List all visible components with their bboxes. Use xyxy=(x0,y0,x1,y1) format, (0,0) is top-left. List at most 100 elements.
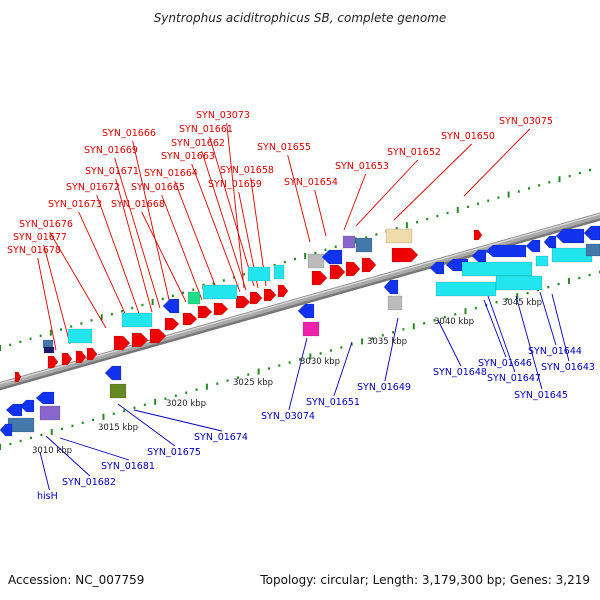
scale-tick-label: 3010 kbp xyxy=(32,446,72,456)
red-leader-line xyxy=(287,154,311,243)
red-leader-line xyxy=(201,150,247,291)
lower-feature-box xyxy=(39,405,61,421)
upper-feature-box xyxy=(247,266,271,282)
upper-feature-box xyxy=(43,346,55,354)
reverse-cds-arrow xyxy=(485,244,527,258)
red-gene-label: SYN_01655 xyxy=(257,142,311,153)
red-leader-line xyxy=(114,157,161,309)
blue-gene-label: SYN_03074 xyxy=(261,411,315,422)
forward-cds-arrow xyxy=(249,291,263,305)
red-gene-label: SYN_01671 xyxy=(85,166,139,177)
red-gene-label: SYN_01676 xyxy=(19,219,73,230)
forward-cds-arrow xyxy=(345,261,361,277)
upper-feature-box xyxy=(307,253,325,269)
forward-cds-arrow xyxy=(14,371,22,383)
upper-feature-box xyxy=(67,328,93,344)
upper-feature-box xyxy=(385,228,413,244)
red-gene-label: SYN_01650 xyxy=(441,131,495,142)
blue-leader-line xyxy=(133,409,223,432)
accession-text: Accession: NC_007759 xyxy=(8,573,145,587)
forward-cds-arrow xyxy=(197,305,213,319)
red-gene-label: SYN_01663 xyxy=(161,151,215,162)
blue-gene-label: SYN_01646 xyxy=(478,358,532,369)
upper-feature-box xyxy=(355,237,373,253)
forward-cds-arrow xyxy=(263,288,277,302)
forward-cds-arrow xyxy=(361,257,377,273)
lower-feature-box xyxy=(109,383,127,399)
red-leader-line xyxy=(355,159,419,227)
lower-feature-box xyxy=(535,255,549,267)
forward-cds-arrow xyxy=(277,284,289,298)
forward-cds-arrow xyxy=(164,317,180,331)
red-gene-label: SYN_01666 xyxy=(102,128,156,139)
forward-cds-arrow xyxy=(391,247,419,263)
red-gene-label: SYN_03073 xyxy=(196,110,250,121)
forward-cds-arrow xyxy=(311,270,328,286)
red-gene-label: SYN_01678 xyxy=(7,245,61,256)
blue-leader-line xyxy=(333,341,353,397)
scale-tick-label: 3040 kbp xyxy=(434,317,474,327)
reverse-cds-arrow xyxy=(583,225,600,241)
forward-cds-arrow xyxy=(149,328,167,344)
red-gene-label: SYN_01662 xyxy=(171,138,225,149)
blue-leader-line xyxy=(384,317,399,382)
blue-leader-line xyxy=(483,299,507,358)
upper-feature-box xyxy=(121,312,153,328)
upper-feature-box xyxy=(342,235,356,249)
forward-cds-arrow xyxy=(131,332,149,348)
lower-feature-box xyxy=(302,321,320,337)
red-gene-label: SYN_01659 xyxy=(208,179,262,190)
blue-leader-line xyxy=(59,437,130,461)
blue-leader-line xyxy=(487,295,516,373)
forward-cds-arrow xyxy=(473,229,483,241)
red-gene-label: SYN_01669 xyxy=(84,145,138,156)
blue-gene-label: SYN_01643 xyxy=(541,362,595,373)
lower-feature-box xyxy=(461,261,533,277)
red-leader-line xyxy=(43,244,71,345)
red-gene-label: SYN_01673 xyxy=(48,199,102,210)
forward-cds-arrow xyxy=(182,312,198,326)
blue-leader-line xyxy=(288,337,308,411)
scale-tick-label: 3030 kbp xyxy=(300,357,340,367)
blue-gene-label: SYN_01647 xyxy=(487,373,541,384)
red-leader-line xyxy=(191,163,241,293)
blue-leader-line xyxy=(515,295,543,390)
red-leader-line xyxy=(314,189,327,237)
summary-text: Topology: circular; Length: 3,179,300 bp… xyxy=(260,573,590,587)
red-leader-line xyxy=(226,122,245,289)
upper-feature-box xyxy=(202,284,238,300)
reverse-cds-arrow xyxy=(543,235,557,249)
red-gene-label: SYN_01652 xyxy=(387,147,441,158)
upper-blue-arrow xyxy=(162,298,180,314)
red-gene-label: SYN_01661 xyxy=(179,124,233,135)
backbone-band xyxy=(0,213,600,388)
scale-tick-label: 3035 kbp xyxy=(367,337,407,347)
red-leader-line xyxy=(393,143,473,221)
blue-gene-label: SYN_01644 xyxy=(528,346,582,357)
upper-blue-arrow xyxy=(321,249,343,265)
blue-leader-line xyxy=(39,451,50,491)
red-leader-line xyxy=(96,194,141,317)
red-leader-line xyxy=(37,257,57,351)
lower-feature-box xyxy=(585,243,600,257)
blue-gene-label: SYN_01645 xyxy=(514,390,568,401)
map-title: Syntrophus aciditrophicus SB, complete g… xyxy=(154,11,447,25)
red-gene-label: SYN_01677 xyxy=(13,232,67,243)
backbone-highlight xyxy=(0,213,600,385)
feature-glyphs xyxy=(0,225,600,437)
red-gene-label: SYN_01672 xyxy=(66,182,120,193)
red-gene-label: SYN_01654 xyxy=(284,177,338,188)
blue-gene-label: hisH xyxy=(37,491,58,502)
upper-feature-box xyxy=(273,264,285,280)
reverse-cds-arrow xyxy=(429,261,445,275)
blue-gene-label: SYN_01675 xyxy=(147,447,201,458)
forward-cds-arrow xyxy=(235,295,251,309)
red-gene-label: SYN_01653 xyxy=(335,161,389,172)
leader-lines xyxy=(37,122,570,491)
blue-leader-line xyxy=(551,293,570,362)
lower-feature-box xyxy=(435,281,497,297)
reverse-cds-arrow xyxy=(104,365,122,381)
reverse-cds-arrow xyxy=(5,403,23,417)
scale-tick-label: 3015 kbp xyxy=(98,423,138,433)
